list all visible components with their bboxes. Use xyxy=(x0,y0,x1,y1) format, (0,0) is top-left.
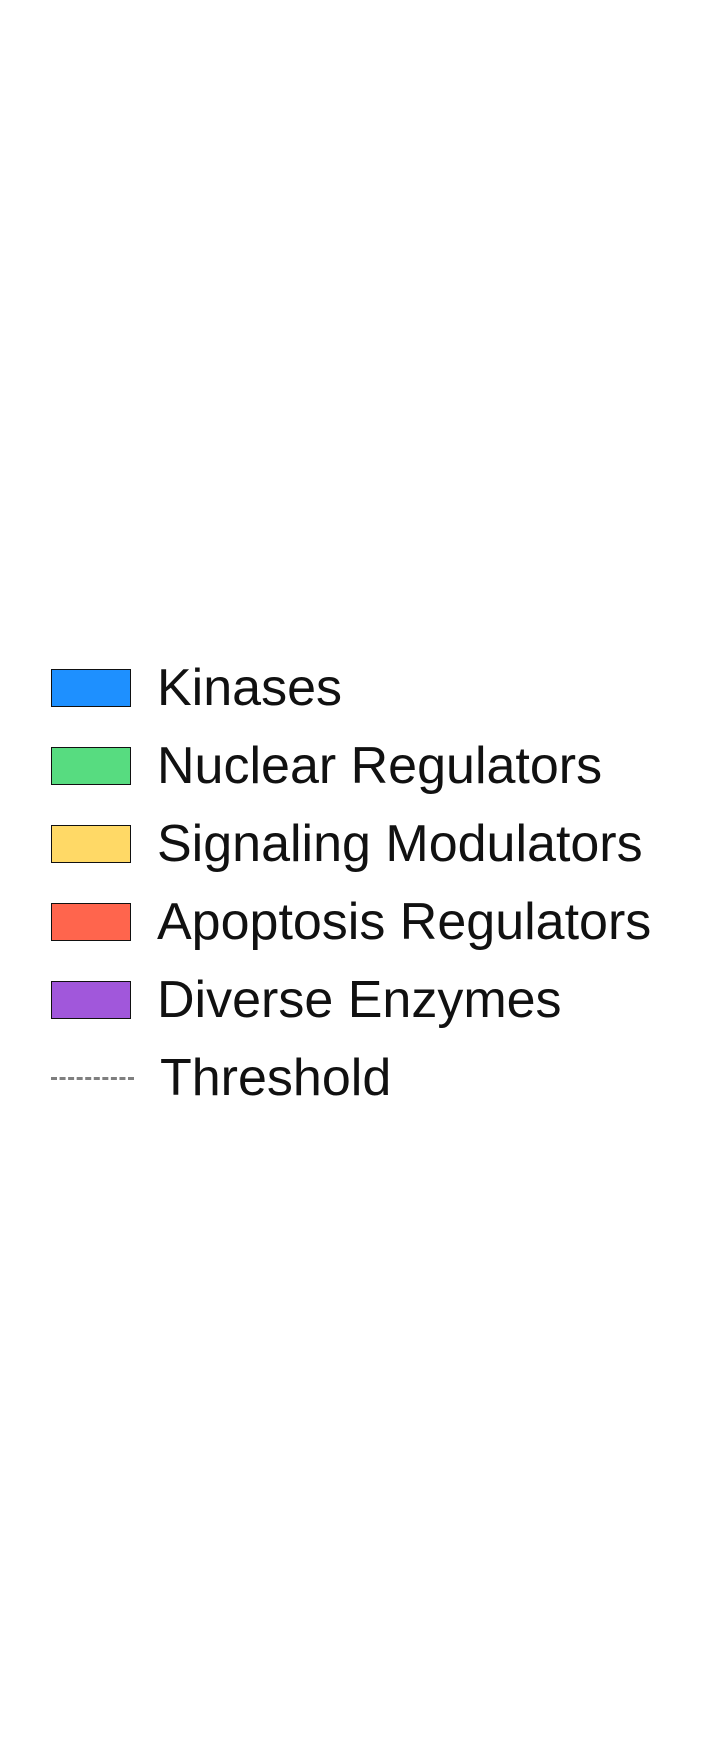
chart-legend: Kinases Nuclear Regulators Signaling Mod… xyxy=(51,649,711,1117)
threshold-dashed-line-swatch xyxy=(51,1059,134,1097)
legend-item-apoptosis-regulators: Apoptosis Regulators xyxy=(51,883,711,961)
kinases-color-swatch xyxy=(51,669,131,707)
signaling-modulators-label: Signaling Modulators xyxy=(157,815,643,873)
apoptosis-regulators-label: Apoptosis Regulators xyxy=(157,893,652,951)
legend-item-kinases: Kinases xyxy=(51,649,711,727)
nuclear-regulators-color-swatch xyxy=(51,747,131,785)
legend-item-signaling-modulators: Signaling Modulators xyxy=(51,805,711,883)
diverse-enzymes-label: Diverse Enzymes xyxy=(157,971,562,1029)
signaling-modulators-color-swatch xyxy=(51,825,131,863)
legend-item-diverse-enzymes: Diverse Enzymes xyxy=(51,961,711,1039)
kinases-label: Kinases xyxy=(157,659,342,717)
apoptosis-regulators-color-swatch xyxy=(51,903,131,941)
legend-item-nuclear-regulators: Nuclear Regulators xyxy=(51,727,711,805)
threshold-label: Threshold xyxy=(160,1049,392,1107)
nuclear-regulators-label: Nuclear Regulators xyxy=(157,737,603,795)
diverse-enzymes-color-swatch xyxy=(51,981,131,1019)
legend-item-threshold: Threshold xyxy=(51,1039,711,1117)
